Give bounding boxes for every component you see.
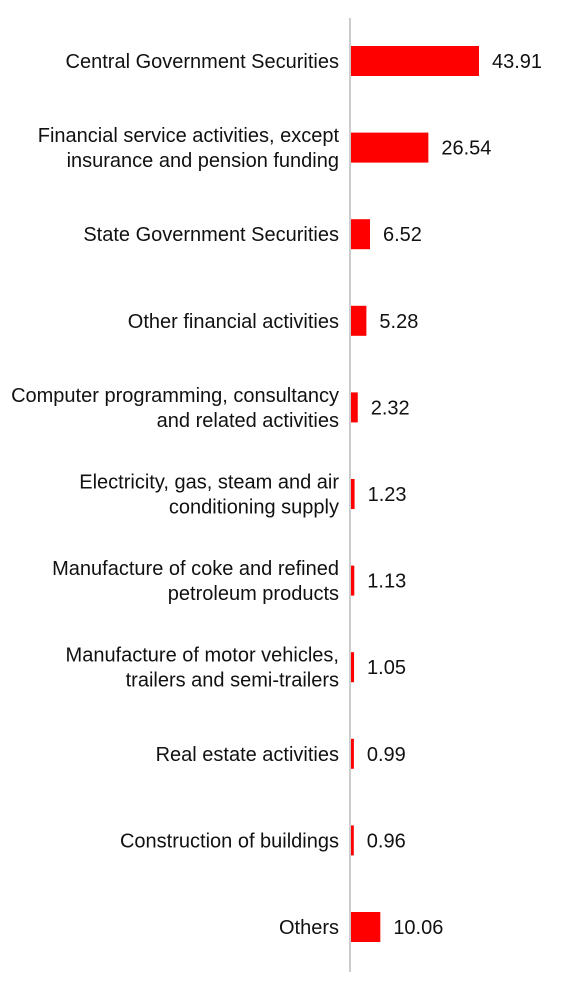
value-label-0: 43.91 [492,51,542,73]
category-label-line: Central Government Securities [66,51,339,73]
category-labels-group: Central Government Securities Financial s… [11,51,339,939]
value-label-10: 10.06 [393,917,443,939]
category-label-line: Construction of buildings [120,830,339,852]
value-label-7: 1.05 [367,657,406,679]
value-labels-group: 43.91 26.54 6.52 5.28 2.32 1.23 1.13 1.05 0.99 0.… [367,51,542,939]
bar-0 [351,46,479,76]
category-label-line: Manufacture of motor vehicles, [66,645,339,667]
category-label-line: Computer programming, consultancy [11,385,339,407]
category-label-7: Manufacture of motor vehicles, trailers a… [66,645,339,692]
category-label-5: Electricity, gas, steam and air condition… [79,472,339,519]
bar-7 [351,652,355,683]
category-label-0: Central Government Securities [66,51,339,73]
bar-3 [351,305,367,336]
value-label-6: 1.13 [367,571,406,593]
category-label-line: Manufacture of coke and refined [52,558,339,580]
bar-5 [351,479,355,509]
category-label-line: State Government Securities [83,224,339,246]
category-label-6: Manufacture of coke and refined petroleum… [52,558,339,605]
category-label-line: Others [279,917,339,939]
category-label-3: Other financial activities [128,311,339,333]
bar-4 [351,392,358,423]
category-label-2: State Government Securities [83,224,339,246]
bars-group [351,46,479,942]
bar-8 [351,738,354,769]
bar-2 [351,219,371,250]
category-label-line: conditioning supply [169,497,339,519]
value-label-1: 26.54 [441,138,491,160]
value-label-9: 0.96 [367,830,406,852]
value-label-5: 1.23 [368,484,407,506]
category-label-line: Financial service activities, except [38,125,340,147]
category-label-line: Real estate activities [156,744,339,766]
category-label-10: Others [279,917,339,939]
category-label-line: insurance and pension funding [67,150,339,172]
category-label-line: petroleum products [168,583,339,605]
category-label-1: Financial service activities, except insu… [38,125,340,172]
category-label-4: Computer programming, consultancy and rel… [11,385,339,432]
category-label-line: Other financial activities [128,311,339,333]
bar-10 [351,912,381,942]
bar-1 [351,132,429,163]
category-label-8: Real estate activities [156,744,339,766]
category-label-9: Construction of buildings [120,830,339,852]
bar-9 [351,825,354,856]
category-label-line: trailers and semi-trailers [126,670,339,692]
category-label-line: Electricity, gas, steam and air [79,472,339,494]
value-label-8: 0.99 [367,744,406,766]
value-label-4: 2.32 [371,397,410,419]
value-label-3: 5.28 [379,311,418,333]
value-label-2: 6.52 [383,224,422,246]
bar-6 [351,565,355,596]
category-label-line: and related activities [157,410,339,432]
